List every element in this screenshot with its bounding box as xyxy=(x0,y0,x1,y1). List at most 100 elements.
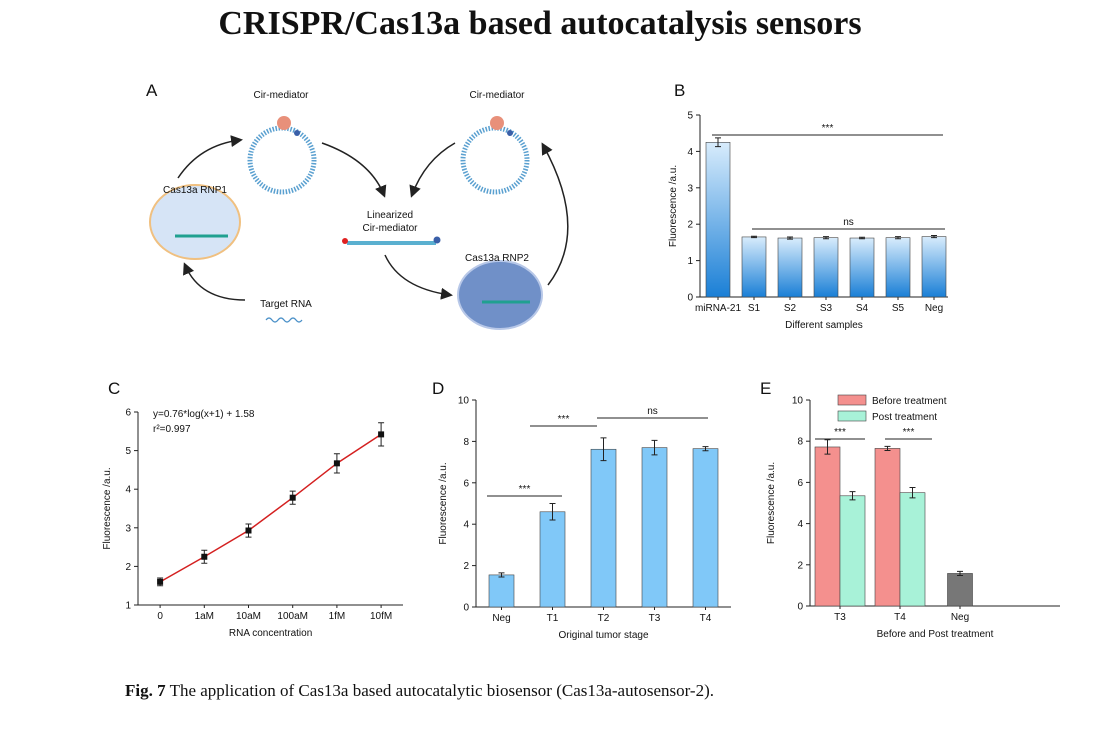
error-bar xyxy=(787,236,793,240)
x-tick-label: S5 xyxy=(892,303,905,314)
y-tick-label: 10 xyxy=(792,396,804,407)
bar xyxy=(814,446,841,607)
bar xyxy=(488,574,515,608)
diagram: A Cir-mediator Cir-mediator Cas13a RNP1 … xyxy=(146,81,569,330)
rna xyxy=(265,317,303,323)
marker xyxy=(245,527,252,534)
x-axis-label: Original tumor stage xyxy=(558,630,648,641)
x-tick-label: 10aM xyxy=(236,611,261,622)
dot xyxy=(433,236,441,244)
bar xyxy=(641,447,668,608)
circle xyxy=(247,125,317,195)
x-tick-label: T3 xyxy=(649,613,661,624)
annotation: ns xyxy=(843,217,854,228)
y-axis-label: Fluorescence /a.u. xyxy=(766,462,777,544)
y-tick-label: 1 xyxy=(687,256,693,267)
caption-text: The application of Cas13a based autocata… xyxy=(170,681,714,700)
x-tick-label: T2 xyxy=(598,613,610,624)
caption: Fig. 7 The application of Cas13a based a… xyxy=(125,681,714,700)
marker xyxy=(289,494,296,501)
x-tick-label: S4 xyxy=(856,303,869,314)
y-tick-label: 2 xyxy=(463,561,469,572)
chart: D 0 2 4 6 8 10 Fluorescence /a.u. Original tumor… xyxy=(432,379,731,641)
dot xyxy=(507,130,513,136)
y-tick-label: 0 xyxy=(463,603,469,614)
bar xyxy=(539,511,566,608)
error-bar xyxy=(702,446,709,452)
x-tick-label: 100aM xyxy=(277,611,308,622)
annotation: *** xyxy=(822,123,834,134)
error-bar xyxy=(651,439,658,456)
arrow xyxy=(384,254,453,300)
dot xyxy=(342,238,348,244)
arrow xyxy=(183,262,246,301)
legend-label: Post treatment xyxy=(872,412,937,423)
x-tick-label: Neg xyxy=(951,612,969,623)
marker xyxy=(201,553,208,560)
y-tick-label: 4 xyxy=(797,519,803,530)
x-tick-label: T4 xyxy=(894,612,906,623)
y-tick-label: 4 xyxy=(125,485,131,496)
panel-label: C xyxy=(108,379,120,398)
bar xyxy=(839,495,866,607)
error-bar xyxy=(600,437,607,462)
diagram-label: Cir-mediator xyxy=(362,223,418,234)
y-tick-label: 0 xyxy=(687,293,693,304)
marker xyxy=(378,431,385,438)
x-axis-label: Before and Post treatment xyxy=(877,629,994,640)
bar xyxy=(921,236,947,298)
error-bar xyxy=(957,570,963,577)
bar xyxy=(813,237,839,298)
y-tick-label: 2 xyxy=(125,562,131,573)
error-bar xyxy=(909,487,916,499)
diagram-label: Linearized xyxy=(367,210,413,221)
x-tick-label: T3 xyxy=(834,612,846,623)
diagram-label: Cir-mediator xyxy=(253,90,309,101)
x-tick-label: Neg xyxy=(925,303,943,314)
diagram-label: Cir-mediator xyxy=(469,90,525,101)
arrow xyxy=(177,135,243,179)
legend-label: Before treatment xyxy=(872,396,947,407)
error-bar xyxy=(498,572,505,578)
chart: E 0 2 4 6 8 10 Fluorescence /a.u. Before and Pos… xyxy=(760,379,1060,640)
chart: B 0 1 2 3 4 5 Fluorescence /a.u. Different sampl… xyxy=(668,81,948,331)
annotation: *** xyxy=(519,484,531,495)
y-tick-label: 5 xyxy=(125,446,131,457)
error-bar xyxy=(823,236,829,240)
error-bar xyxy=(931,234,937,239)
legend-swatch xyxy=(837,394,867,406)
x-tick-label: 0 xyxy=(157,611,163,622)
x-tick-label: S1 xyxy=(748,303,761,314)
y-tick-label: 3 xyxy=(687,183,693,194)
y-tick-label: 6 xyxy=(797,478,803,489)
line xyxy=(159,433,382,583)
error-bar xyxy=(824,439,831,455)
annotation: *** xyxy=(903,427,915,438)
x-tick-label: T4 xyxy=(700,613,712,624)
error-bar xyxy=(715,137,721,148)
rnp1 xyxy=(149,184,241,260)
marker xyxy=(333,460,340,467)
error-bar xyxy=(884,445,891,451)
arrow xyxy=(409,142,456,198)
error-bar xyxy=(849,491,856,501)
x-tick-label: 1aM xyxy=(195,611,214,622)
arrow xyxy=(541,142,569,286)
error-bar xyxy=(859,236,865,240)
protein xyxy=(490,116,504,130)
error-bar xyxy=(895,236,901,240)
y-tick-label: 6 xyxy=(463,478,469,489)
panel-label: B xyxy=(674,81,685,100)
bar xyxy=(849,237,875,298)
y-tick-label: 4 xyxy=(463,520,469,531)
x-axis-label: RNA concentration xyxy=(229,628,312,639)
y-tick-label: 1 xyxy=(125,601,131,612)
annotation: ns xyxy=(647,406,658,417)
x-tick-label: Neg xyxy=(492,613,510,624)
y-tick-label: 5 xyxy=(687,111,693,122)
caption-label: Fig. 7 xyxy=(125,681,166,700)
x-tick-label: S3 xyxy=(820,303,833,314)
title: CRISPR/Cas13a based autocatalysis sensor… xyxy=(218,5,861,42)
